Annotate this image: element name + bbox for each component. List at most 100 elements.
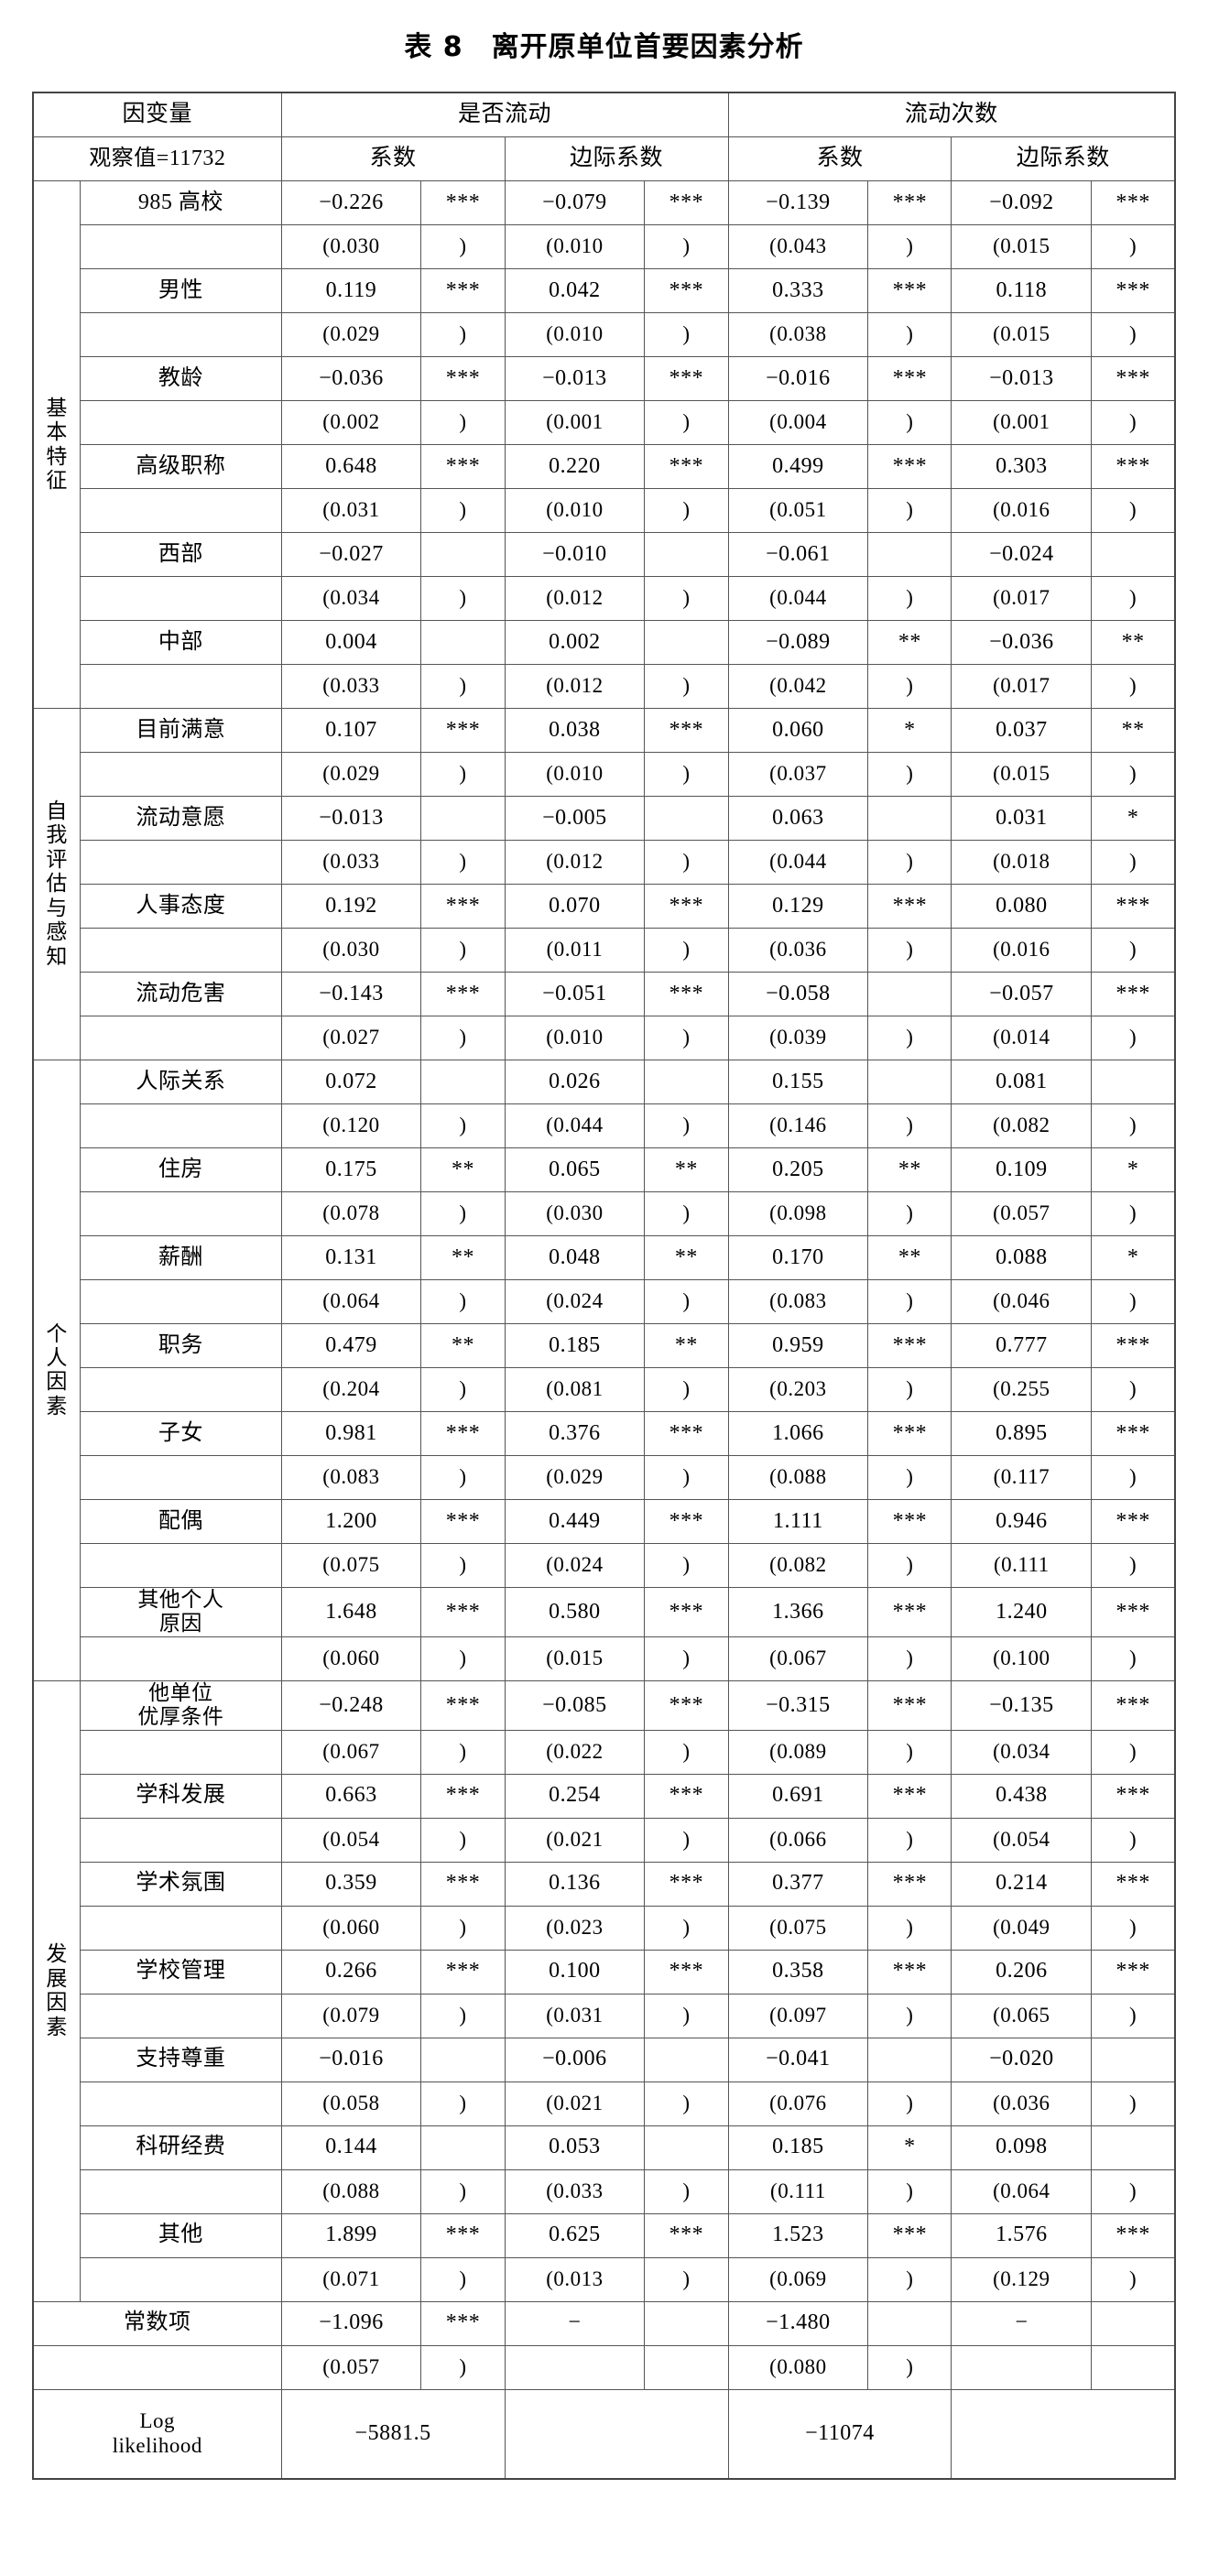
table-row: 自我评估与感知目前满意 0.107 *** 0.038 *** 0.060 * 0.037 ** xyxy=(32,708,1176,1060)
m2-coefficient-se: (0.067 xyxy=(727,1636,869,1681)
m1-coefficient-se: (0.078 xyxy=(280,1191,422,1236)
m2-marginal-se-close: ) xyxy=(1091,2081,1176,2126)
m1-marginal-se-close: ) xyxy=(644,488,729,533)
m2-marginal-significance: * xyxy=(1091,796,1176,841)
m1-marginal: 0.048 xyxy=(504,1235,646,1280)
m2-marginal: 0.118 xyxy=(951,268,1093,313)
constant-m2-se-close: ) xyxy=(867,2344,952,2390)
m2-marginal: 1.240 xyxy=(951,1587,1093,1637)
m1-coefficient: 0.981 xyxy=(280,1411,422,1456)
m2-marginal: 0.080 xyxy=(951,884,1093,929)
m1-marginal-se-close: ) xyxy=(644,400,729,445)
m2-marginal: −0.092 xyxy=(951,180,1093,225)
header-m1-marginal: 边际系数 xyxy=(504,136,729,181)
constant-m1-se-close: ) xyxy=(420,2344,506,2390)
m2-marginal-significance: *** xyxy=(1091,444,1176,489)
m1-marginal-se: (0.010 xyxy=(504,224,646,269)
log-likelihood-label: Log likelihood xyxy=(32,2388,282,2480)
group-label-3: 个人因素 xyxy=(32,1060,82,1681)
m1-marginal-se-close: ) xyxy=(644,1729,729,1775)
m2-marginal-se: (0.065 xyxy=(951,1993,1093,2038)
m2-marginal-se: (0.014 xyxy=(951,1016,1093,1060)
m1-marginal: 0.026 xyxy=(504,1060,646,1104)
m2-coefficient-se: (0.043 xyxy=(727,224,869,269)
m2-coefficient: 0.358 xyxy=(727,1949,869,1994)
m2-marginal-se: (0.057 xyxy=(951,1191,1093,1236)
m1-marginal-se-close: ) xyxy=(644,1543,729,1588)
m2-marginal-se-close: ) xyxy=(1091,1729,1176,1775)
m2-marginal: −0.013 xyxy=(951,356,1093,401)
m2-marginal-se: (0.015 xyxy=(951,752,1093,797)
m2-marginal-significance: *** xyxy=(1091,268,1176,313)
m1-coefficient-se: (0.088 xyxy=(280,2168,422,2214)
m2-marginal: 0.098 xyxy=(951,2125,1093,2170)
m1-coefficient-significance: ** xyxy=(420,1147,506,1192)
m1-marginal-se: (0.081 xyxy=(504,1367,646,1412)
m2-marginal: 0.303 xyxy=(951,444,1093,489)
m1-marginal-significance xyxy=(644,796,729,841)
m2-coefficient-se: (0.082 xyxy=(727,1543,869,1588)
m1-coefficient-significance: ** xyxy=(420,1235,506,1280)
table-row: 高级职称 0.648 *** 0.220 *** 0.499 *** 0.303 *** xyxy=(33,444,1176,489)
m2-coefficient-se-close: ) xyxy=(867,400,952,445)
m2-coefficient-se-close: ) xyxy=(867,664,952,709)
constant-m1-marginal-se-close xyxy=(644,2344,729,2390)
constant-m1-significance: *** xyxy=(420,2300,506,2346)
m2-marginal-significance: *** xyxy=(1091,1499,1176,1544)
m2-coefficient-se-close: ) xyxy=(867,1455,952,1500)
variable-label: 子女 xyxy=(80,1411,282,1456)
m2-coefficient-se: (0.051 xyxy=(727,488,869,533)
log-likelihood-m1-blank xyxy=(504,2388,729,2480)
m1-coefficient-se-close: ) xyxy=(420,1993,506,2038)
table-row-standard-error: (0.030) (0.010) (0.043) (0.015) xyxy=(33,224,1176,269)
m2-coefficient-significance: *** xyxy=(867,1587,952,1637)
m2-coefficient: 0.063 xyxy=(727,796,869,841)
m1-marginal: 0.580 xyxy=(504,1587,646,1637)
m1-marginal-se-close: ) xyxy=(644,2168,729,2214)
m2-coefficient-se: (0.088 xyxy=(727,1455,869,1500)
m2-marginal-se-close: ) xyxy=(1091,1905,1176,1951)
m1-coefficient-se: (0.083 xyxy=(280,1455,422,1500)
table-row: 学校管理 0.266 *** 0.100 *** 0.358 *** 0.206 *** xyxy=(33,1949,1176,1994)
m2-marginal-significance xyxy=(1091,2037,1176,2082)
m1-marginal: 0.376 xyxy=(504,1411,646,1456)
variable-label: 学校管理 xyxy=(80,1949,282,1994)
m2-coefficient: 0.499 xyxy=(727,444,869,489)
m1-coefficient: −0.027 xyxy=(280,532,422,577)
m2-coefficient-se-close: ) xyxy=(867,1191,952,1236)
m2-marginal-se: (0.064 xyxy=(951,2168,1093,2214)
table-row-constant-standard-error: (0.057) (0.080) xyxy=(32,2344,1176,2390)
m1-marginal-significance: *** xyxy=(644,444,729,489)
table-row-standard-error: (0.034) (0.012) (0.044) (0.017) xyxy=(33,576,1176,621)
group-label-2: 自我评估与感知 xyxy=(32,708,82,1060)
m2-coefficient-significance: *** xyxy=(867,1679,952,1731)
m1-marginal-se: (0.023 xyxy=(504,1905,646,1951)
m2-marginal-se-close: ) xyxy=(1091,488,1176,533)
m1-coefficient: 0.004 xyxy=(280,620,422,665)
m1-coefficient: 0.175 xyxy=(280,1147,422,1192)
m1-marginal-significance xyxy=(644,532,729,577)
m1-coefficient-se-close: ) xyxy=(420,928,506,973)
m1-marginal: 0.449 xyxy=(504,1499,646,1544)
m1-marginal-se: (0.024 xyxy=(504,1279,646,1324)
m1-marginal-significance: *** xyxy=(644,1949,729,1994)
m2-marginal-significance: * xyxy=(1091,1147,1176,1192)
m2-coefficient-significance: *** xyxy=(867,1323,952,1368)
table-row-standard-error: (0.078) (0.030) (0.098) (0.057) xyxy=(33,1191,1176,1236)
table-row-standard-error: (0.204) (0.081) (0.203) (0.255) xyxy=(33,1367,1176,1412)
m2-coefficient: −0.016 xyxy=(727,356,869,401)
m1-marginal-se: (0.010 xyxy=(504,1016,646,1060)
table-row: 教龄 −0.036 *** −0.013 *** −0.016 *** −0.013 *** xyxy=(33,356,1176,401)
m2-marginal-se-close: ) xyxy=(1091,1191,1176,1236)
m2-marginal-significance: *** xyxy=(1091,356,1176,401)
table-row: 中部 0.004 0.002 −0.089 ** −0.036 ** xyxy=(33,620,1176,665)
table-row-standard-error: (0.027) (0.010) (0.039) (0.014) xyxy=(33,1016,1176,1060)
m1-marginal-se-close: ) xyxy=(644,1191,729,1236)
m1-coefficient-se: (0.071 xyxy=(280,2256,422,2302)
m2-marginal-significance: ** xyxy=(1091,708,1176,753)
m1-coefficient-se-close: ) xyxy=(420,840,506,885)
m1-marginal-se-close: ) xyxy=(644,1279,729,1324)
m1-coefficient: 0.266 xyxy=(280,1949,422,1994)
m1-coefficient-se-close: ) xyxy=(420,1729,506,1775)
m1-coefficient-significance xyxy=(420,532,506,577)
